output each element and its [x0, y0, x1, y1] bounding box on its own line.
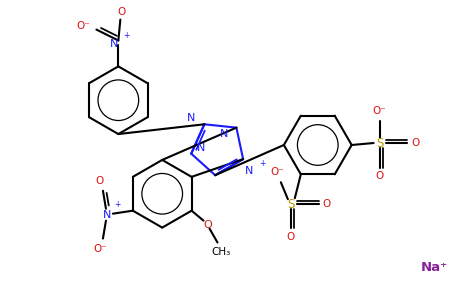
Text: O: O	[287, 232, 295, 242]
Text: N: N	[103, 210, 111, 220]
Text: O⁻: O⁻	[373, 106, 386, 116]
Text: S: S	[376, 137, 383, 150]
Text: Na⁺: Na⁺	[421, 261, 448, 274]
Text: N: N	[220, 129, 228, 139]
Text: O: O	[117, 7, 126, 17]
Text: N: N	[245, 166, 253, 176]
Text: O⁻: O⁻	[270, 167, 284, 177]
Text: N: N	[187, 113, 196, 123]
Text: CH₃: CH₃	[212, 247, 231, 258]
Text: +: +	[259, 159, 265, 168]
Text: N: N	[110, 39, 118, 50]
Text: O: O	[96, 176, 104, 186]
Text: O: O	[375, 171, 384, 181]
Text: O⁻: O⁻	[77, 21, 91, 30]
Text: O: O	[411, 138, 419, 148]
Text: +: +	[123, 31, 129, 40]
Text: +: +	[114, 200, 120, 209]
Text: O⁻: O⁻	[93, 244, 107, 255]
Text: S: S	[287, 198, 294, 211]
Text: O: O	[203, 220, 212, 230]
Text: O: O	[323, 199, 331, 209]
Text: N: N	[197, 143, 205, 153]
